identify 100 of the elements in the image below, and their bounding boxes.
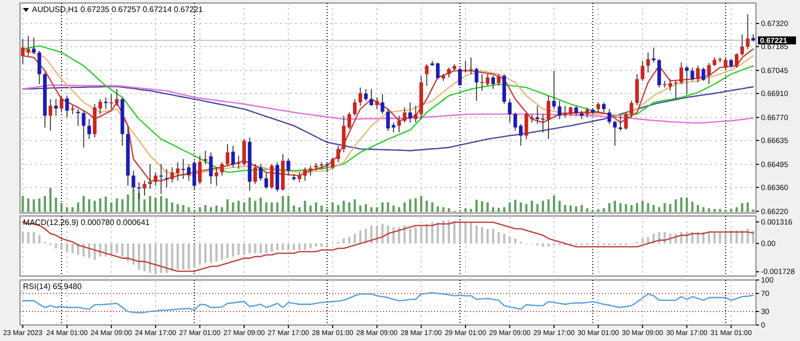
bar <box>641 200 644 212</box>
candlestick <box>198 155 202 184</box>
bar <box>696 205 699 212</box>
bar <box>270 202 273 212</box>
candlestick <box>624 112 628 130</box>
bar <box>691 202 694 212</box>
candlestick <box>142 180 146 196</box>
bar <box>503 234 506 244</box>
bar <box>204 243 206 264</box>
candlestick <box>690 67 694 82</box>
candlestick <box>613 120 617 146</box>
candlestick <box>436 62 440 80</box>
candlestick <box>298 172 302 183</box>
bar <box>348 202 350 212</box>
bar <box>669 204 672 212</box>
candlestick <box>164 168 168 188</box>
bar <box>260 198 262 212</box>
bar <box>636 203 638 212</box>
candlestick <box>486 74 490 86</box>
bar <box>674 199 677 212</box>
bar <box>525 204 528 212</box>
candlestick <box>342 115 346 153</box>
bar <box>530 200 533 212</box>
bar <box>442 220 444 244</box>
bar <box>702 207 705 212</box>
bar <box>342 238 345 244</box>
bar <box>630 205 633 212</box>
bar <box>741 230 744 244</box>
bar <box>60 203 63 212</box>
bar <box>570 206 572 212</box>
candlestick <box>242 138 246 166</box>
bar <box>448 208 450 212</box>
candlestick <box>608 108 612 125</box>
bar <box>71 207 74 212</box>
bar <box>270 243 273 252</box>
bar <box>431 222 434 244</box>
bar <box>99 243 102 257</box>
candlestick <box>602 102 606 113</box>
bar <box>475 225 478 244</box>
bar <box>99 198 102 212</box>
candlestick <box>336 145 340 163</box>
bar <box>464 208 467 212</box>
candlestick <box>469 56 473 75</box>
bar <box>220 207 224 212</box>
bar <box>171 202 174 212</box>
bar <box>104 243 107 257</box>
candlestick <box>170 166 174 183</box>
candlestick <box>186 164 191 182</box>
bar <box>619 203 622 212</box>
bar <box>552 195 556 212</box>
bar <box>309 243 312 248</box>
candlestick <box>325 162 329 173</box>
bar <box>166 198 168 212</box>
candlestick <box>552 70 556 110</box>
candlestick <box>702 67 706 82</box>
chart-title: AUDUSD,H1 0.67235 0.67257 0.67214 0.67221 <box>32 5 204 14</box>
candlestick <box>375 96 379 110</box>
bar <box>188 207 190 212</box>
bar <box>176 243 179 270</box>
bar <box>104 196 107 212</box>
bar <box>248 243 251 254</box>
candlestick <box>518 124 523 146</box>
bar <box>420 196 422 212</box>
candlestick <box>574 105 578 116</box>
bar <box>188 243 190 270</box>
bar <box>746 202 749 212</box>
bar <box>542 200 544 212</box>
bar <box>215 206 218 212</box>
bar <box>22 196 24 212</box>
candlestick <box>424 64 429 86</box>
bar <box>580 205 583 212</box>
bar <box>94 243 96 260</box>
bar <box>215 243 218 262</box>
bar <box>292 243 296 250</box>
bar <box>282 196 284 212</box>
candlestick <box>192 160 196 190</box>
bar <box>614 200 616 212</box>
line-series <box>22 292 754 314</box>
bar <box>436 222 439 244</box>
bar <box>586 208 588 212</box>
candlestick <box>491 75 495 90</box>
bar <box>480 201 484 212</box>
bar <box>110 202 112 212</box>
bar <box>44 196 46 212</box>
bar <box>364 204 367 212</box>
candlestick <box>347 112 352 130</box>
bar <box>370 207 373 212</box>
bar <box>27 232 30 244</box>
bar <box>171 243 174 272</box>
candlestick <box>740 34 744 56</box>
candlestick <box>98 98 102 115</box>
bar <box>276 243 278 250</box>
bar <box>646 203 650 212</box>
bar <box>292 206 296 212</box>
candlestick <box>220 162 224 176</box>
bar <box>431 202 434 212</box>
bar <box>597 209 600 212</box>
bar <box>298 207 301 212</box>
candlestick <box>26 35 30 56</box>
bar <box>686 198 688 212</box>
